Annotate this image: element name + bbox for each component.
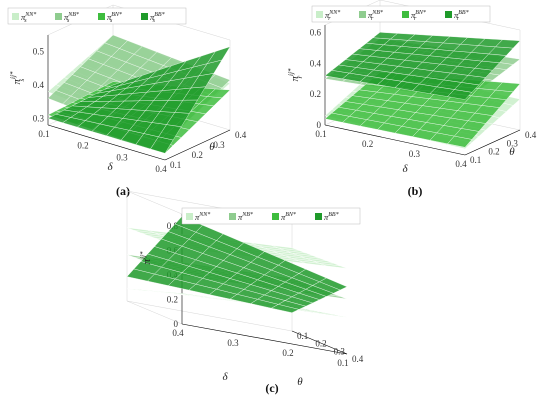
y-tick-label: 0.2 (488, 147, 499, 157)
x-tick-label: 0.3 (409, 149, 421, 159)
x-tick-label: 0.2 (77, 141, 88, 151)
x-tick-label: 0.4 (172, 328, 184, 338)
legend-swatch (315, 213, 322, 220)
panel-caption: (c) (265, 381, 278, 395)
z-tick-label: 0.5 (33, 47, 45, 57)
z-tick-label: 0 (174, 319, 179, 329)
x-axis (47, 124, 166, 161)
legend-swatch (402, 11, 409, 18)
legend-swatch (445, 11, 452, 18)
legend-swatch (186, 213, 193, 220)
x-tick-label: 0.3 (116, 152, 128, 162)
legend-swatch (272, 213, 279, 220)
y-tick-label: 0.1 (170, 160, 181, 170)
x-tick-label: 0.1 (315, 129, 326, 139)
y-tick-label: 0.3 (213, 140, 225, 150)
z-axis-label: πij*r (287, 68, 304, 81)
z-tick-label: 0.2 (167, 295, 178, 305)
x-axis-label: δ (222, 371, 228, 383)
x-tick-label: 0.2 (362, 139, 373, 149)
surface-cell (271, 245, 299, 251)
z-tick-label: 0.4 (33, 80, 45, 90)
panel-caption: (b) (408, 184, 423, 198)
panel-caption: (a) (116, 184, 130, 198)
y-tick-label: 0.3 (334, 346, 346, 356)
surface-cell (206, 74, 231, 89)
z-tick-label: 0.4 (310, 58, 322, 68)
surface-bb (324, 32, 521, 100)
x-tick-label: 0.2 (282, 348, 293, 358)
y-tick-label: 0.4 (525, 130, 537, 140)
surface-cell (495, 39, 521, 49)
z-tick-label: 0.8 (167, 221, 179, 231)
legend: πNN* πNB* πBN* πBB* (181, 207, 361, 225)
z-tick-label: 0.2 (310, 89, 321, 99)
x-tick-label: 0.4 (455, 159, 467, 169)
y-axis (464, 129, 521, 156)
z-tick-label: 0.6 (310, 28, 322, 38)
legend-swatch (55, 13, 62, 20)
legend-swatch (359, 11, 366, 18)
panel-b: 0.10.20.30.4 0.10.20.30.400.20.40.6δθπij*… (287, 0, 537, 198)
legend: πNN* r πNB* r πBN* r πBB* r (311, 5, 491, 23)
x-tick-label: 0.3 (227, 338, 239, 348)
y-tick-label: 0.2 (192, 150, 203, 160)
legend-entry: πBB* (324, 212, 339, 222)
surface-bb (126, 216, 348, 313)
z-tick-label: 0.3 (33, 113, 45, 123)
x-tick-label: 0.4 (155, 164, 167, 174)
legend-swatch (98, 13, 105, 20)
surface-cell (270, 304, 300, 313)
y-tick-label: 0.2 (315, 339, 326, 349)
z-axis-label: πij*s (9, 71, 26, 84)
x-axis (181, 323, 348, 355)
legend-swatch (12, 13, 19, 20)
legend-entry: πBN* (281, 212, 296, 222)
legend-entry: πNB* (238, 212, 253, 222)
z-tick-label: 0 (317, 120, 322, 130)
surface-cell (495, 82, 521, 92)
legend-entry: πNN* (195, 212, 210, 222)
y-tick-label: 0.1 (470, 155, 481, 165)
x-axis (324, 124, 466, 156)
x-axis-label: δ (402, 163, 408, 175)
panel-a: 0.10.20.30.4 0.10.20.30.40.30.40.5δθπij*s… (7, 4, 247, 198)
legend: πNN* s πNB* s πBN* s πBB* s (7, 7, 187, 25)
panel-c: 0.40.30.20.10.40.30.20.100.20.40.60.8δθπ… (126, 190, 364, 395)
x-axis-label: δ (107, 161, 113, 173)
y-axis (164, 129, 231, 161)
surface-bb (47, 46, 231, 154)
y-axis-label: θ (209, 141, 215, 153)
y-tick-label: 0.1 (297, 331, 308, 341)
y-tick-label: 0.3 (507, 138, 519, 148)
surface-cell (206, 88, 231, 99)
legend-swatch (229, 213, 236, 220)
x-tick-label: 0.1 (38, 129, 49, 139)
y-tick-label: 0.4 (235, 130, 247, 140)
y-axis (291, 330, 348, 355)
legend-swatch (316, 11, 323, 18)
y-axis-label: θ (509, 146, 515, 158)
y-axis-label: θ (297, 376, 303, 388)
legend-swatch (141, 13, 148, 20)
x-tick-label: 0.1 (337, 358, 348, 368)
surface-cell (206, 46, 231, 64)
y-tick-label: 0.4 (352, 354, 364, 364)
